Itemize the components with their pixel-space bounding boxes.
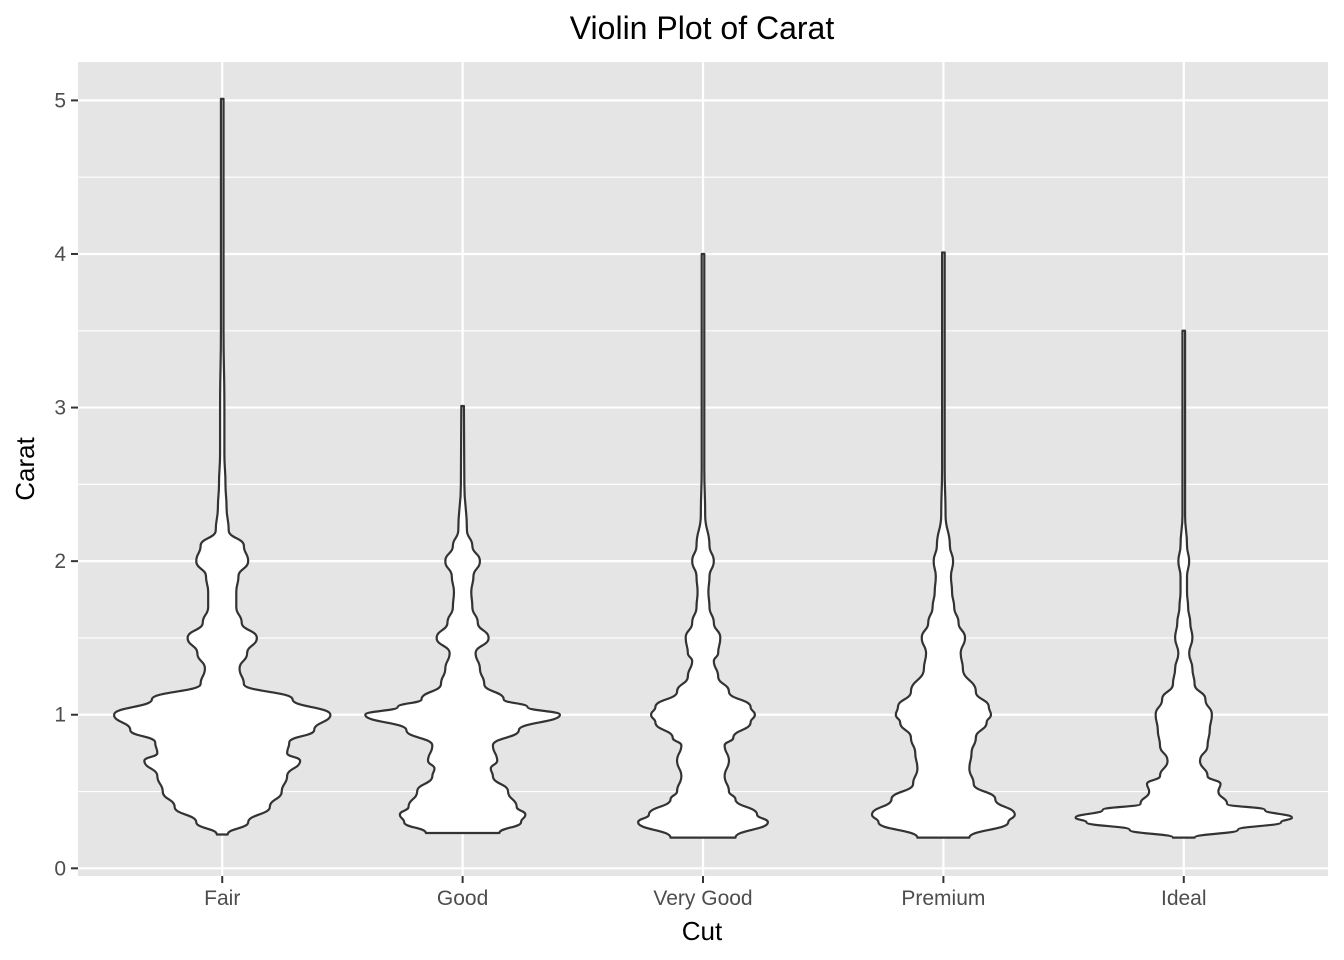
x-axis: Fair Good Very Good Premium Ideal xyxy=(204,876,1207,910)
chart-title: Violin Plot of Carat xyxy=(570,10,835,46)
x-tick-label: Ideal xyxy=(1161,887,1207,910)
y-tick-label: 0 xyxy=(54,857,66,880)
x-tick-label: Premium xyxy=(901,887,985,910)
violin-good xyxy=(364,404,562,835)
violin-premium xyxy=(870,251,1016,839)
violin-very-good xyxy=(637,252,769,839)
violin-ideal xyxy=(1074,329,1294,839)
y-axis-title: Carat xyxy=(10,436,40,500)
y-axis: 0 1 2 3 4 5 xyxy=(54,89,78,880)
y-tick-label: 3 xyxy=(54,397,66,420)
y-tick-label: 5 xyxy=(54,89,66,112)
violins xyxy=(112,97,1294,839)
x-axis-title: Cut xyxy=(682,916,723,946)
x-tick-label: Very Good xyxy=(653,887,752,910)
x-tick-label: Fair xyxy=(204,887,240,910)
y-tick-label: 2 xyxy=(54,550,66,573)
x-tick-label: Good xyxy=(437,887,488,910)
y-tick-label: 4 xyxy=(54,243,66,266)
y-tick-label: 1 xyxy=(54,704,66,727)
violin-fair xyxy=(112,97,332,836)
